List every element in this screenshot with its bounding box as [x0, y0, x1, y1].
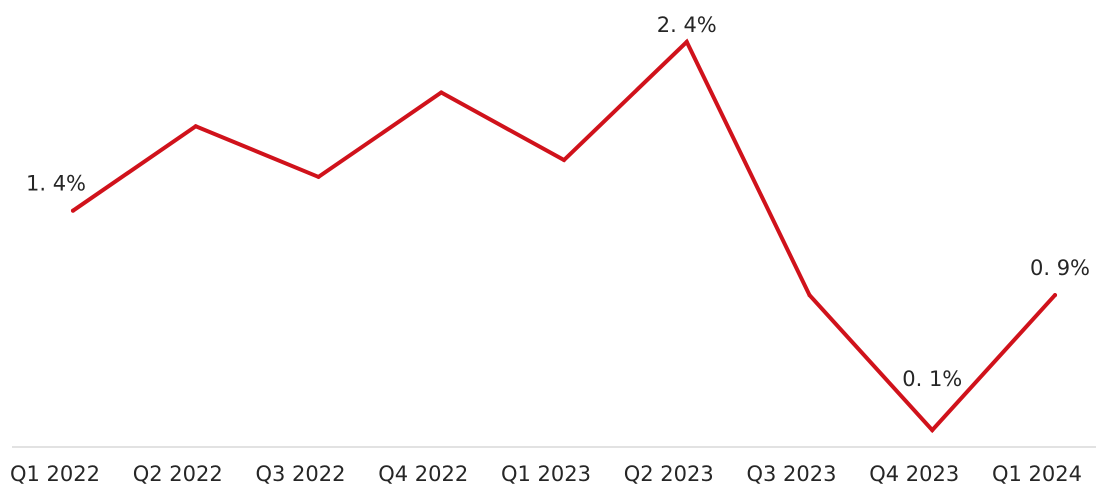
data-point-9 [1053, 293, 1057, 298]
data-labels: 1. 4% 2. 4% 0. 1% 0. 9% [26, 13, 1090, 391]
x-tick-label: Q3 2023 [746, 462, 836, 486]
data-point-5 [562, 158, 566, 163]
data-point-2 [193, 124, 198, 129]
x-tick-label: Q2 2022 [133, 462, 223, 486]
x-tick-label: Q2 2023 [624, 462, 714, 486]
data-point-6 [684, 39, 689, 44]
x-tick-label: Q4 2022 [378, 462, 468, 486]
data-label-1: 1. 4% [26, 172, 86, 196]
x-tick-label: Q1 2023 [501, 462, 591, 486]
data-label-6: 2. 4% [657, 13, 717, 37]
x-tick-label: Q4 2023 [869, 462, 959, 486]
data-point-4 [439, 90, 444, 95]
data-point-3 [316, 174, 321, 179]
data-point-1 [71, 208, 75, 213]
x-tick-label: Q1 2022 [10, 462, 100, 486]
data-label-8: 0. 1% [902, 367, 962, 391]
data-point-8 [930, 428, 935, 433]
x-tick-labels: Q1 2022 Q2 2022 Q3 2022 Q4 2022 Q1 2023 Q2 20… [10, 462, 1082, 486]
data-label-9: 0. 9% [1030, 256, 1090, 280]
x-tick-label: Q3 2022 [255, 462, 345, 486]
x-tick-label: Q1 2024 [992, 462, 1082, 486]
data-point-7 [807, 293, 812, 298]
